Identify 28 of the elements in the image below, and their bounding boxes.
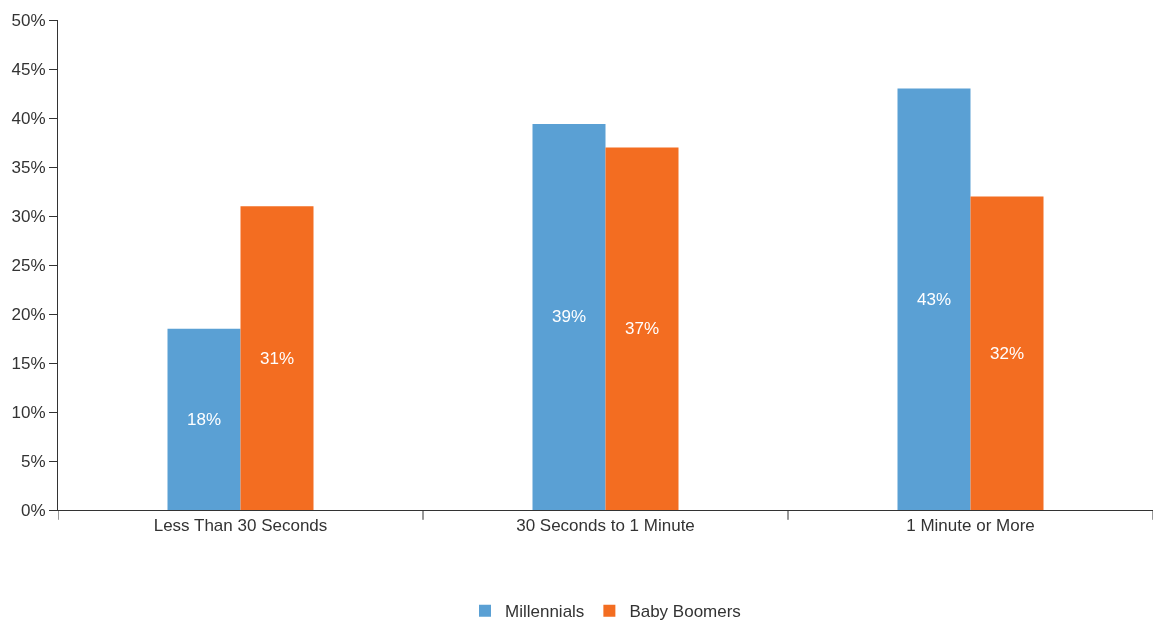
x-tick-label: Less Than 30 Seconds: [153, 516, 328, 536]
data-label: 39%: [551, 307, 587, 327]
y-tick-label: 45%: [11, 59, 46, 79]
y-tick-label: 5%: [21, 451, 46, 471]
y-tick-label: 25%: [11, 255, 46, 275]
data-label: 31%: [259, 348, 295, 368]
data-label: 37%: [624, 319, 660, 339]
y-tick-label: 20%: [11, 304, 46, 324]
y-tick-label: 15%: [11, 353, 46, 373]
bar: [897, 88, 971, 510]
x-tick-label: 1 Minute or More: [906, 516, 1035, 536]
x-tick-label: 30 Seconds to 1 Minute: [516, 516, 695, 536]
data-label: 32%: [989, 343, 1025, 363]
data-label: 18%: [186, 409, 222, 429]
bar: [970, 196, 1044, 510]
legend-label: Millennials: [505, 602, 585, 622]
y-tick-label: 0%: [21, 500, 46, 520]
bar: [167, 328, 241, 510]
y-tick-label: 50%: [11, 10, 46, 30]
bar: [532, 123, 606, 510]
bar: [605, 147, 679, 510]
legend-label: Baby Boomers: [629, 602, 741, 622]
y-tick-label: 10%: [11, 402, 46, 422]
y-tick-label: 30%: [11, 206, 46, 226]
bar: [240, 206, 314, 510]
data-label: 43%: [916, 289, 952, 309]
y-tick-label: 35%: [11, 157, 46, 177]
y-tick-label: 40%: [11, 108, 46, 128]
